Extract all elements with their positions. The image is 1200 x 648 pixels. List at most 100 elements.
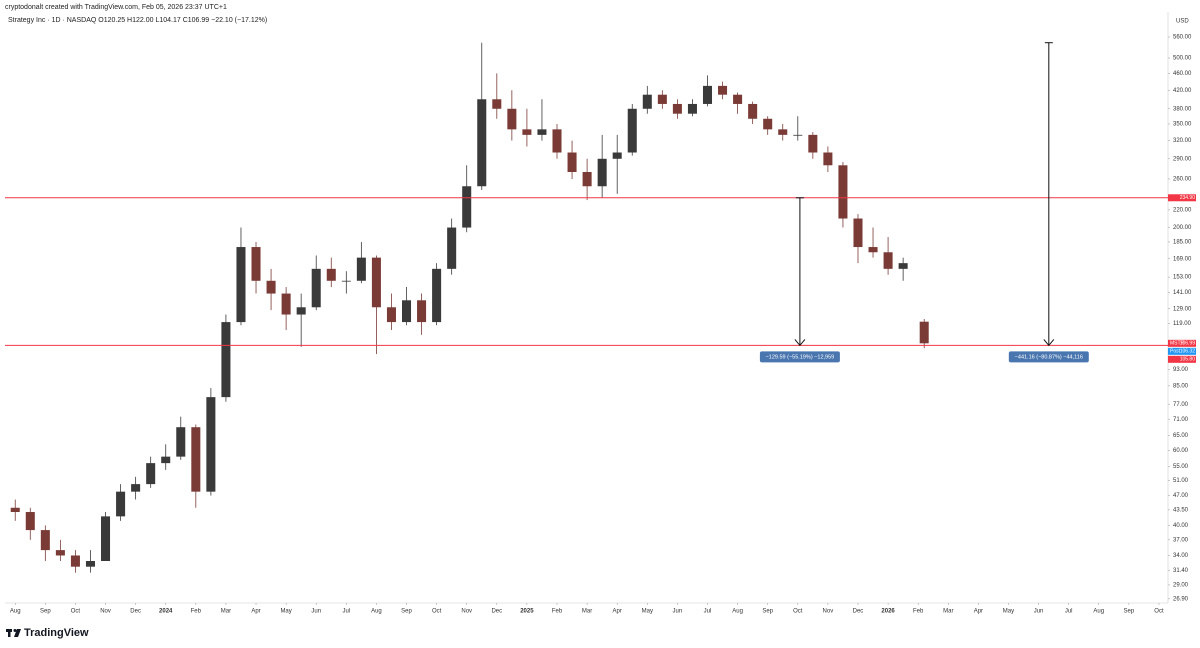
y-tick-label: 43.50 xyxy=(1173,507,1189,513)
candle-body xyxy=(131,484,141,492)
y-tick-label: 185.00 xyxy=(1173,240,1192,246)
x-tick-label: Jul xyxy=(1065,609,1073,615)
x-tick-label: Sep xyxy=(1124,609,1135,615)
candle-body xyxy=(552,129,562,153)
candle-body xyxy=(627,108,637,153)
y-tick-label: 350.00 xyxy=(1173,122,1192,128)
x-tick-label: Feb xyxy=(552,609,563,615)
x-tick-label: Nov xyxy=(823,609,834,615)
x-tick-label: Jun xyxy=(1034,609,1044,615)
price-tag-label: 106.32 xyxy=(1180,349,1196,355)
x-tick-label: Oct xyxy=(71,609,81,615)
candle-body xyxy=(386,307,396,323)
x-tick-label: May xyxy=(642,609,653,615)
y-tick-label: 71.00 xyxy=(1173,417,1189,423)
brand: TradingView xyxy=(24,627,89,639)
candle-body xyxy=(55,550,65,556)
brand-logo xyxy=(6,629,21,637)
candle-body xyxy=(25,512,35,531)
x-tick-label: Aug xyxy=(371,609,382,615)
x-tick-label: May xyxy=(280,609,291,615)
header: cryptodonalt created with TradingView.co… xyxy=(5,4,227,11)
x-tick-label: 2026 xyxy=(881,609,895,615)
y-tick-label: 460.00 xyxy=(1173,71,1192,77)
x-tick-label: Oct xyxy=(1154,609,1164,615)
line-tag-label: 234.90 xyxy=(1180,195,1196,201)
x-tick-label: Jul xyxy=(342,609,350,615)
candle-body xyxy=(522,129,532,135)
candle-body xyxy=(582,172,592,187)
x-tick-label: Aug xyxy=(10,609,21,615)
x-tick-label: Jul xyxy=(704,609,712,615)
candle-body xyxy=(733,94,743,104)
x-tick-label: Dec xyxy=(491,609,502,615)
candle-body xyxy=(296,307,306,315)
x-tick-label: Nov xyxy=(461,609,472,615)
candle-body xyxy=(417,300,427,323)
candle-body xyxy=(567,152,577,173)
chart-title: Strategy Inc · 1D · NASDAQ O120.25 H122.… xyxy=(8,17,267,24)
y-tick-label: 119.00 xyxy=(1173,321,1192,327)
candle-body xyxy=(642,94,652,109)
candle-body xyxy=(823,152,833,166)
candle-body xyxy=(793,134,803,136)
candle-body xyxy=(537,129,547,135)
y-axis-label: USD xyxy=(1176,19,1189,25)
candle-body xyxy=(492,99,502,109)
x-tick-label: Feb xyxy=(913,609,924,615)
x-tick-label: Jun xyxy=(673,609,683,615)
y-tick-label: 85.00 xyxy=(1173,383,1189,389)
line-tag xyxy=(1168,355,1196,363)
y-tick-label: 26.90 xyxy=(1173,596,1189,602)
candle-body xyxy=(898,263,908,269)
y-tick-label: 93.00 xyxy=(1173,367,1189,373)
y-tick-label: 29.00 xyxy=(1173,582,1189,588)
x-tick-label: Sep xyxy=(40,609,51,615)
price-tag xyxy=(1168,339,1196,347)
candle-body xyxy=(477,99,487,187)
x-tick-label: Jun xyxy=(311,609,321,615)
candle-body xyxy=(507,108,517,130)
y-tick-label: 153.00 xyxy=(1173,275,1192,281)
candle-body xyxy=(70,555,80,567)
x-tick-label: Oct xyxy=(793,609,803,615)
measure-box xyxy=(759,351,840,363)
candle-body xyxy=(40,530,50,551)
price-tag-label: 106.99 xyxy=(1180,341,1196,347)
y-tick-label: 129.00 xyxy=(1173,306,1192,312)
x-tick-label: Apr xyxy=(974,609,983,615)
x-tick-label: Mar xyxy=(943,609,953,615)
candle-body xyxy=(101,516,111,562)
candle-body xyxy=(356,257,366,281)
candle-body xyxy=(10,507,20,513)
candle-body xyxy=(919,321,929,344)
y-tick-label: 380.00 xyxy=(1173,106,1192,112)
y-tick-label: 260.00 xyxy=(1173,177,1192,183)
y-tick-label: 34.00 xyxy=(1173,553,1189,559)
candle-body xyxy=(853,218,863,248)
candle-body xyxy=(371,257,381,308)
x-tick-label: Nov xyxy=(100,609,111,615)
candle-body xyxy=(657,94,667,104)
y-tick-label: 560.00 xyxy=(1173,35,1192,41)
y-tick-label: 31.40 xyxy=(1173,568,1189,574)
y-tick-label: 55.00 xyxy=(1173,464,1189,470)
measure-box xyxy=(1008,351,1089,363)
y-tick-label: 141.00 xyxy=(1173,290,1192,296)
y-tick-label: 320.00 xyxy=(1173,138,1192,144)
y-tick-label: 220.00 xyxy=(1173,207,1192,213)
x-tick-label: May xyxy=(1003,609,1014,615)
measure-label: −129.59 (−55.19%) −12,959 xyxy=(766,354,835,360)
x-tick-label: Dec xyxy=(130,609,141,615)
y-tick-label: 51.00 xyxy=(1173,478,1189,484)
x-tick-label: Sep xyxy=(401,609,412,615)
y-tick-label: 40.00 xyxy=(1173,523,1189,529)
y-tick-label: 65.00 xyxy=(1173,433,1189,439)
candle-body xyxy=(672,103,682,114)
candle-body xyxy=(702,85,713,104)
price-tag xyxy=(1168,347,1196,355)
candle-body xyxy=(838,165,848,219)
candle-body xyxy=(748,103,758,119)
candle-body xyxy=(311,268,321,308)
